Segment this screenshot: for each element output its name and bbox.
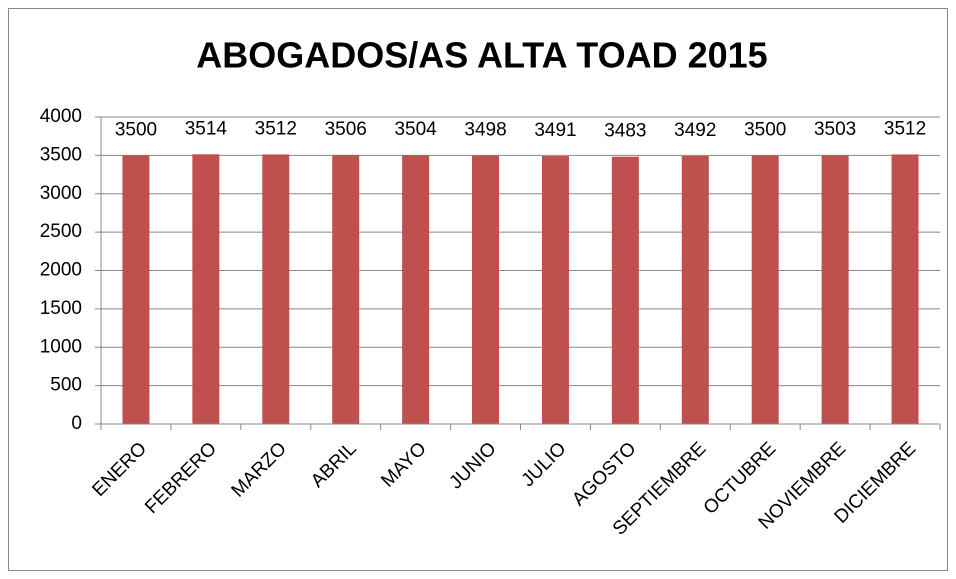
y-tick-label: 2000 xyxy=(40,260,82,281)
y-tick-label: 3500 xyxy=(40,144,82,165)
y-tick-label: 500 xyxy=(50,375,82,396)
y-tick-label: 2500 xyxy=(40,221,82,242)
data-label: 3492 xyxy=(674,120,716,141)
y-tick-label: 4000 xyxy=(40,106,82,127)
data-label: 3512 xyxy=(255,118,297,139)
bar xyxy=(751,155,779,424)
data-label: 3503 xyxy=(814,119,856,140)
bar xyxy=(402,155,430,424)
bar xyxy=(821,155,849,424)
bar xyxy=(541,156,569,425)
data-label: 3500 xyxy=(744,119,786,140)
data-label: 3483 xyxy=(604,121,646,142)
bar xyxy=(122,155,150,424)
bar xyxy=(472,155,500,424)
bar xyxy=(611,156,639,424)
bar xyxy=(262,154,290,425)
data-label: 3506 xyxy=(325,119,367,140)
y-tick-label: 3000 xyxy=(40,183,82,204)
bar xyxy=(891,154,919,425)
data-label: 3512 xyxy=(884,118,926,139)
data-label: 3498 xyxy=(464,120,506,141)
bar xyxy=(192,154,220,424)
y-tick-label: 1500 xyxy=(40,298,82,319)
data-label: 3500 xyxy=(115,119,157,140)
bar xyxy=(681,155,709,424)
data-label: 3491 xyxy=(534,120,576,141)
chart-title: ABOGADOS/AS ALTA TOAD 2015 xyxy=(196,35,767,76)
y-tick-label: 1000 xyxy=(40,336,82,357)
data-label: 3504 xyxy=(394,119,437,140)
y-tick-label: 0 xyxy=(71,413,82,434)
bar xyxy=(332,154,360,425)
data-label: 3514 xyxy=(185,118,228,139)
